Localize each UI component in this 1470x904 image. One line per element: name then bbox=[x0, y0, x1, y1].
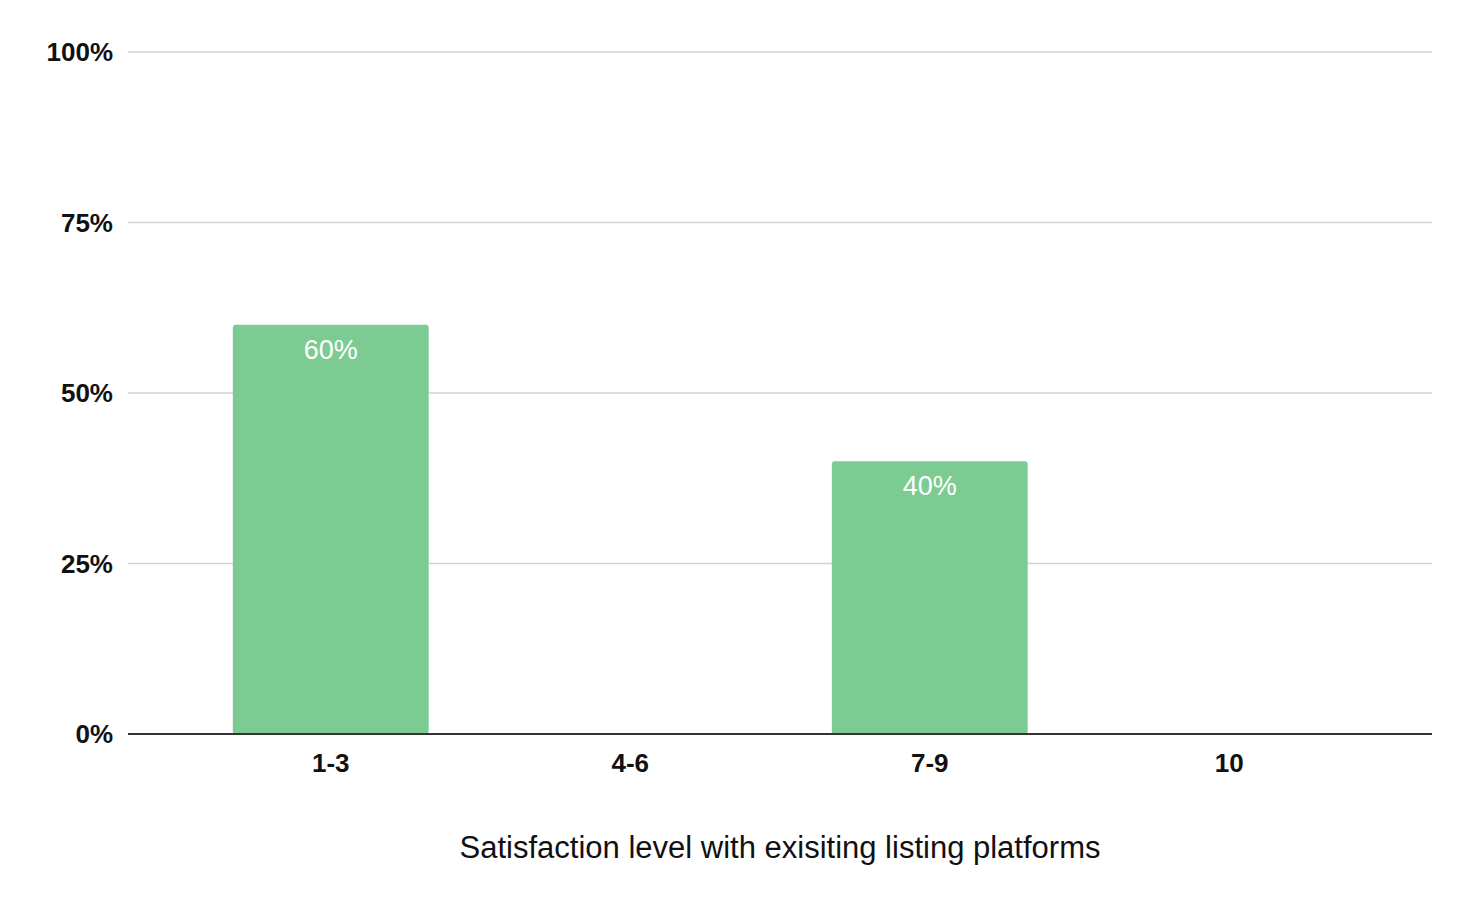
x-tick-label: 10 bbox=[1215, 748, 1244, 778]
data-labels: 60% 40% bbox=[304, 335, 957, 501]
x-tick-label: 7-9 bbox=[911, 748, 949, 778]
data-label: 40% bbox=[903, 471, 957, 501]
x-axis-title: Satisfaction level with exisiting listin… bbox=[460, 830, 1101, 865]
y-tick-label: 75% bbox=[61, 208, 113, 238]
y-tick-label: 25% bbox=[61, 549, 113, 579]
bar bbox=[832, 461, 1028, 734]
x-tick-label: 1-3 bbox=[312, 748, 350, 778]
data-label: 60% bbox=[304, 335, 358, 365]
y-tick-label: 0% bbox=[75, 719, 113, 749]
grid bbox=[128, 52, 1432, 734]
x-axis-line bbox=[128, 733, 1432, 735]
grid-line bbox=[128, 222, 1432, 224]
y-tick-label: 100% bbox=[47, 37, 114, 67]
x-tick-label: 4-6 bbox=[611, 748, 649, 778]
grid-line bbox=[128, 51, 1432, 53]
grid-line bbox=[128, 733, 1432, 735]
y-tick-labels: 0% 25% 50% 75% 100% bbox=[47, 37, 114, 749]
y-tick-label: 50% bbox=[61, 378, 113, 408]
bars bbox=[233, 325, 1028, 734]
x-tick-labels: 1-3 4-6 7-9 10 bbox=[312, 748, 1244, 778]
bar bbox=[233, 325, 429, 734]
chart: 0% 25% 50% 75% 100% 60% 40% 1-3 4-6 7-9 10 Satisfac… bbox=[0, 0, 1470, 904]
